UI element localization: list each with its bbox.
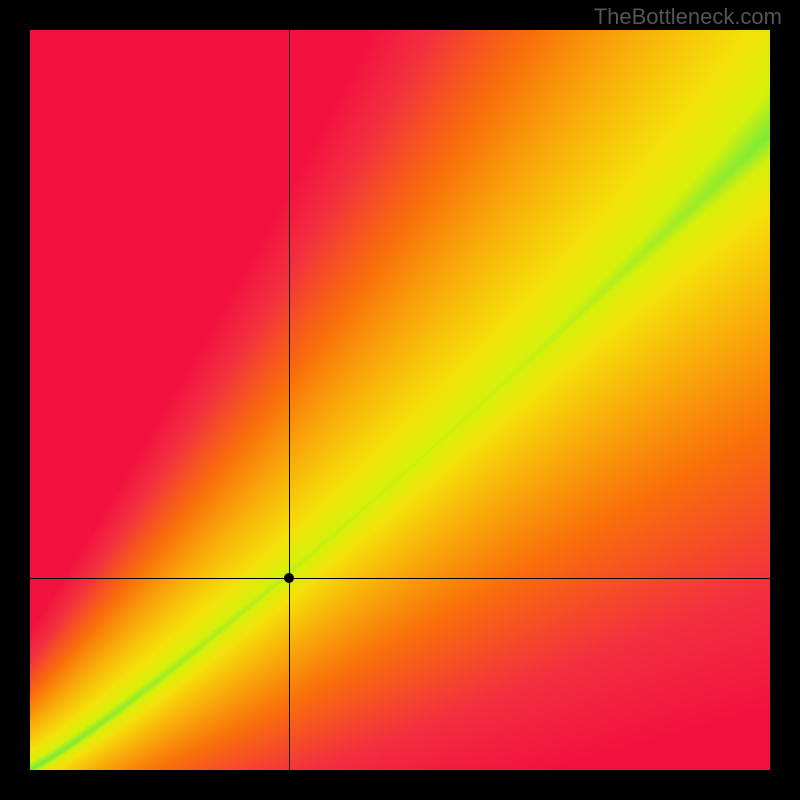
heatmap-canvas (30, 30, 770, 770)
watermark-text: TheBottleneck.com (594, 4, 782, 30)
crosshair-horizontal (30, 578, 770, 579)
heatmap-plot (30, 30, 770, 770)
crosshair-vertical (289, 30, 290, 770)
crosshair-marker (284, 573, 294, 583)
